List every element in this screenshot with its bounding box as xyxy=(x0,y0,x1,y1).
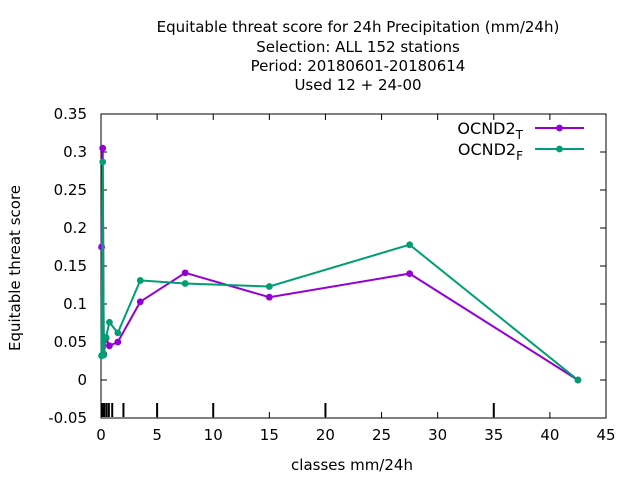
x-tick-label-5: 25 xyxy=(372,426,391,444)
legend-marker-0 xyxy=(556,124,563,132)
series-0-point-7 xyxy=(181,269,189,277)
chart-title-line-4: Used 12 + 24-00 xyxy=(294,76,421,94)
series-1-point-1 xyxy=(99,158,107,166)
x-tick-label-8: 40 xyxy=(540,426,559,444)
series-1-point-10 xyxy=(574,376,582,384)
series-0-point-1 xyxy=(99,144,107,152)
legend-entry-0: OCND2T xyxy=(457,119,523,142)
series-1-point-4 xyxy=(106,318,113,326)
x-tick-label-9: 45 xyxy=(596,426,615,444)
x-tick-label-1: 5 xyxy=(152,426,162,444)
y-tick-label-8: 0.35 xyxy=(54,105,87,123)
y-tick-label-0: -0.05 xyxy=(48,409,87,427)
y-tick-label-1: 0 xyxy=(77,371,87,389)
series-1-point-7 xyxy=(181,280,189,287)
series-0-point-6 xyxy=(136,298,144,306)
legend-marker-1 xyxy=(556,145,563,153)
plot-frame xyxy=(100,113,607,419)
series-0-point-8 xyxy=(265,293,273,301)
legend-name-0: OCND2 xyxy=(457,119,515,138)
series-1-point-2 xyxy=(100,351,108,359)
legend-subscript-1: F xyxy=(516,149,523,163)
series-group xyxy=(98,144,582,384)
x-tick-label-7: 35 xyxy=(484,426,503,444)
y-tick-label-4: 0.15 xyxy=(54,257,87,275)
x-tick-label-0: 0 xyxy=(96,426,106,444)
series-line-1 xyxy=(100,161,579,381)
series-0-point-5 xyxy=(114,338,122,346)
legend-entry-1: OCND2F xyxy=(458,140,523,163)
y-tick-label-7: 0.3 xyxy=(63,143,87,161)
x-axis-label: classes mm/24h xyxy=(291,456,413,474)
chart-title-line-2: Selection: ALL 152 stations xyxy=(256,38,460,56)
series-line-0 xyxy=(100,148,579,381)
chart-title-block: Equitable threat score for 24h Precipita… xyxy=(157,18,560,94)
legend-name-1: OCND2 xyxy=(458,140,516,159)
chart-title-line-1: Equitable threat score for 24h Precipita… xyxy=(157,18,560,36)
x-tick-label-4: 20 xyxy=(316,426,335,444)
x-tick-label-2: 10 xyxy=(204,426,223,444)
series-1-point-9 xyxy=(406,241,414,249)
y-tick-label-5: 0.2 xyxy=(63,219,87,237)
series-1-point-3 xyxy=(102,334,110,341)
y-axis-label: Equitable threat score xyxy=(6,185,24,351)
x-tick-label-3: 15 xyxy=(260,426,279,444)
series-1-point-5 xyxy=(114,329,122,337)
axes-group: -0.05 0 0.05 0.1 0.15 0.2 0.25 0.3 0.35 0 5 10 15 20 2… xyxy=(48,105,615,444)
y-tick-label-3: 0.1 xyxy=(63,295,87,313)
series-1-point-8 xyxy=(265,283,273,290)
series-0-point-9 xyxy=(406,270,414,277)
x-tick-label-6: 30 xyxy=(428,426,447,444)
series-1-point-6 xyxy=(136,277,144,284)
legend-subscript-0: T xyxy=(515,128,524,142)
series-0-point-4 xyxy=(106,342,113,350)
y-tick-label-2: 0.05 xyxy=(54,333,87,351)
y-tick-label-6: 0.25 xyxy=(54,181,87,199)
chart-title-line-3: Period: 20180601-20180614 xyxy=(251,57,466,75)
